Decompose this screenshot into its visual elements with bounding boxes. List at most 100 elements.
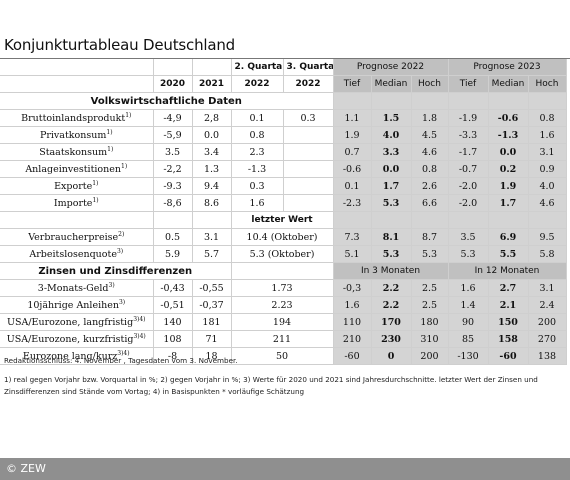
row-label: USA/Eurozone, langfristig <box>6 316 134 328</box>
prognose-2023-median: 150 <box>488 313 529 331</box>
prognose-2023-median: 2.7 <box>488 279 529 297</box>
row-label-cell: USA/Eurozone, kurzfristig3)4) <box>0 330 154 348</box>
shaded-cell <box>448 211 489 229</box>
table-row: Privatkonsum1) -5,9 0.0 0.8 1.9 4.0 4.5 -3.3 -1.… <box>0 126 567 144</box>
footnote-marker: 3)4) <box>117 349 130 357</box>
prognose-2023-median: 158 <box>488 330 529 348</box>
prognose-2023-hoch: 4.0 <box>528 177 567 195</box>
value-2020: 5.9 <box>153 245 193 263</box>
row-label-cell: Exporte1) <box>0 177 154 195</box>
row-label-cell: Privatkonsum1) <box>0 126 154 144</box>
prognose-2022-median: 3.3 <box>371 143 412 161</box>
table-row: Exporte1) -9.3 9.4 0.3 0.1 1.7 2.6 -2.0 1.9 4.0 <box>0 177 567 195</box>
value-2021: 181 <box>192 313 232 331</box>
value-2020: -8,6 <box>153 194 193 212</box>
section-title-zinsen: Zinsen und Zinsdifferenzen <box>0 262 232 280</box>
header-empty-cell <box>0 211 154 229</box>
footnote-marker: 1) <box>92 179 99 187</box>
prognose-2023-median: 6.9 <box>488 228 529 246</box>
prognose-2022-tief: 110 <box>333 313 372 331</box>
value-2021: 9.4 <box>192 177 232 195</box>
header-empty-cell <box>231 262 334 280</box>
prognose-2022-median: 2.2 <box>371 296 412 314</box>
prognose-2023-median: 0.2 <box>488 160 529 178</box>
prognose-2022-hoch: 1.8 <box>411 109 449 127</box>
footnote-marker: 1) <box>106 128 113 136</box>
header-median-2022: Median <box>371 75 412 93</box>
footnote-marker: 1) <box>121 162 128 170</box>
row-label-cell: Importe1) <box>0 194 154 212</box>
header-empty-cell <box>153 211 193 229</box>
prognose-2022-median: 5.3 <box>371 245 412 263</box>
footer-bar: © ZEW <box>0 458 570 480</box>
prognose-2022-tief: 1.6 <box>333 296 372 314</box>
row-label-cell: Bruttoinlandsprodukt1) <box>0 109 154 127</box>
prognose-2022-hoch: 4.5 <box>411 126 449 144</box>
prognose-2023-tief: -3.3 <box>448 126 489 144</box>
prognose-2023-tief: -2.0 <box>448 194 489 212</box>
footnote-marker: 3)4) <box>133 332 146 340</box>
prognose-2023-tief: -1.9 <box>448 109 489 127</box>
table-row: Bruttoinlandsprodukt1) -4,9 2,8 0.1 0.3 1.1 1.… <box>0 109 567 127</box>
prognose-2023-hoch: 5.8 <box>528 245 567 263</box>
value-2020: 140 <box>153 313 193 331</box>
table-row: Importe1) -8,6 8.6 1.6 -2.3 5.3 6.6 -2.0 1.7 4.6 <box>0 194 567 212</box>
prognose-2022-hoch: 6.6 <box>411 194 449 212</box>
value-letzter-wert: 194 <box>231 313 334 331</box>
header-prognose-2022: Prognose 2022 <box>333 59 449 76</box>
footnote-marker: 1) <box>107 145 114 153</box>
header-year-2020: 2020 <box>153 75 193 93</box>
header-q3-label: 3. Quartal <box>283 59 334 76</box>
prognose-2022-median: 0.0 <box>371 160 412 178</box>
prognose-2022-median: 5.3 <box>371 194 412 212</box>
forecast-table: 2. Quartal 3. Quartal Prognose 2022 Prog… <box>0 59 567 365</box>
row-label-cell: Staatskonsum1) <box>0 143 154 161</box>
prognose-2022-tief: 7.3 <box>333 228 372 246</box>
value-2020: -2,2 <box>153 160 193 178</box>
prognose-2023-tief: 3.5 <box>448 228 489 246</box>
shaded-cell <box>488 211 529 229</box>
footnote-marker: 3) <box>108 281 115 289</box>
value-q2-2022: 0.8 <box>231 126 284 144</box>
row-label: 3-Monats-Geld <box>37 282 109 294</box>
header-empty-cell <box>153 59 193 76</box>
row-label: Eurozone lang/kurz <box>22 350 118 362</box>
table-row: Verbraucherpreise2) 0.5 3.1 10.4 (Oktober) 7… <box>0 228 567 246</box>
prognose-2022-hoch: 4.6 <box>411 143 449 161</box>
prognose-2022-hoch: 0.8 <box>411 160 449 178</box>
prognose-2022-median: 4.0 <box>371 126 412 144</box>
prognose-2023-tief: 5.3 <box>448 245 489 263</box>
value-2020: 3.5 <box>153 143 193 161</box>
shaded-cell <box>411 211 449 229</box>
prognose-2023-median: -60 <box>488 347 529 365</box>
prognose-2023-hoch: 0.9 <box>528 160 567 178</box>
prognose-2022-median: 2.2 <box>371 279 412 297</box>
value-q2-2022: 2.3 <box>231 143 284 161</box>
prognose-2023-tief: -0.7 <box>448 160 489 178</box>
value-q3-2022 <box>283 126 334 144</box>
value-letzter-wert: 1.73 <box>231 279 334 297</box>
prognose-2023-hoch: 1.6 <box>528 126 567 144</box>
header-q3-year: 2022 <box>283 75 334 93</box>
footnote-marker: 3) <box>118 298 126 306</box>
value-q3-2022: 0.3 <box>283 109 334 127</box>
row-label: Arbeitslosenquote <box>29 248 117 260</box>
shaded-cell <box>333 92 372 110</box>
prognose-2022-median: 0 <box>371 347 412 365</box>
footnote-marker: 1) <box>92 196 99 204</box>
value-2020: -0,43 <box>153 279 193 297</box>
footnote-marker: 1) <box>125 111 132 119</box>
footnote-marker: 3) <box>116 247 124 255</box>
row-label-cell: USA/Eurozone, langfristig3)4) <box>0 313 154 331</box>
prognose-2023-median: 0.0 <box>488 143 529 161</box>
row-label-cell: 10jährige Anleihen3) <box>0 296 154 314</box>
shaded-cell <box>528 211 567 229</box>
row-label-cell: Arbeitslosenquote3) <box>0 245 154 263</box>
prognose-2023-tief: 90 <box>448 313 489 331</box>
shaded-cell <box>488 92 529 110</box>
prognose-2023-tief: -2.0 <box>448 177 489 195</box>
value-2021: 5.7 <box>192 245 232 263</box>
prognose-2022-tief: -2.3 <box>333 194 372 212</box>
table-row: USA/Eurozone, kurzfristig3)4) 108 71 211 210… <box>0 330 567 348</box>
value-2020: -4,9 <box>153 109 193 127</box>
